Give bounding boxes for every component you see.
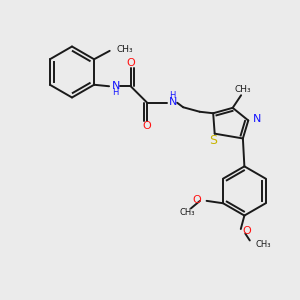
Text: O: O — [242, 226, 251, 236]
Text: S: S — [209, 134, 217, 147]
Text: N: N — [169, 97, 178, 107]
Text: O: O — [143, 122, 152, 131]
Text: N: N — [253, 114, 262, 124]
Text: O: O — [126, 58, 135, 68]
Text: CH₃: CH₃ — [180, 208, 195, 217]
Text: O: O — [192, 195, 201, 205]
Text: CH₃: CH₃ — [234, 85, 251, 94]
Text: N: N — [112, 81, 121, 91]
Text: CH₃: CH₃ — [116, 45, 133, 54]
Text: H: H — [169, 91, 176, 100]
Text: CH₃: CH₃ — [255, 239, 271, 248]
Text: H: H — [112, 88, 119, 97]
